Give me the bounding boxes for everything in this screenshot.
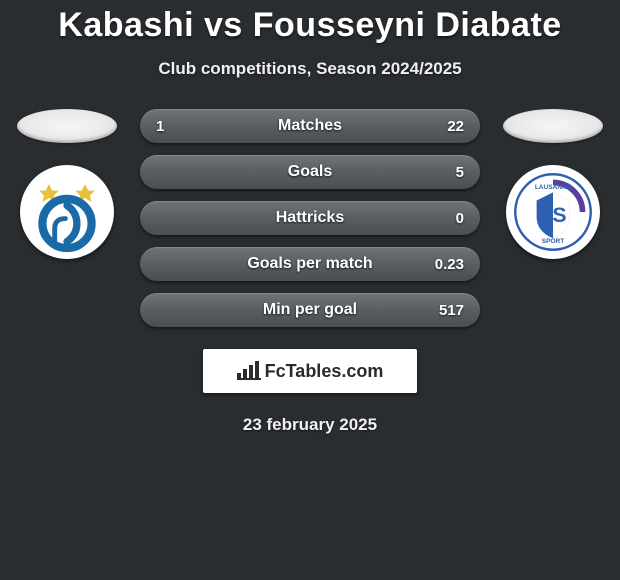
svg-text:SPORT: SPORT	[542, 238, 565, 245]
stat-bar-goals-per-match: Goals per match 0.23	[140, 247, 480, 281]
comparison-card: Kabashi vs Fousseyni Diabate Club compet…	[0, 0, 620, 580]
lausanne-crest-icon: LAUSANNE SPORT LS	[512, 171, 594, 253]
player-right-column: LAUSANNE SPORT LS	[498, 109, 608, 259]
svg-text:LAUSANNE: LAUSANNE	[535, 184, 572, 191]
stat-bar-matches: 1 Matches 22	[140, 109, 480, 143]
page-title: Kabashi vs Fousseyni Diabate	[58, 6, 561, 45]
stat-label: Min per goal	[140, 301, 480, 319]
body-row: 1 Matches 22 Goals 5 Hattricks 0 Goals p…	[0, 109, 620, 327]
club-crest-right: LAUSANNE SPORT LS	[506, 165, 600, 259]
club-crest-left	[20, 165, 114, 259]
brand-badge[interactable]: FcTables.com	[203, 349, 417, 393]
stat-label: Hattricks	[140, 209, 480, 227]
stat-label: Goals per match	[140, 255, 480, 273]
date-label: 23 february 2025	[243, 415, 377, 435]
subtitle: Club competitions, Season 2024/2025	[158, 59, 461, 79]
stat-label: Goals	[140, 163, 480, 181]
stat-bar-goals: Goals 5	[140, 155, 480, 189]
player-left-column	[12, 109, 122, 259]
stat-label: Matches	[140, 117, 480, 135]
svg-text:LS: LS	[539, 203, 566, 227]
brand-text: FcTables.com	[265, 361, 384, 382]
player-left-photo-placeholder	[17, 109, 117, 143]
bar-chart-icon	[237, 361, 261, 381]
player-right-photo-placeholder	[503, 109, 603, 143]
stats-column: 1 Matches 22 Goals 5 Hattricks 0 Goals p…	[140, 109, 480, 327]
stat-bar-hattricks: Hattricks 0	[140, 201, 480, 235]
stat-bar-min-per-goal: Min per goal 517	[140, 293, 480, 327]
grasshoppers-crest-icon	[26, 171, 108, 253]
